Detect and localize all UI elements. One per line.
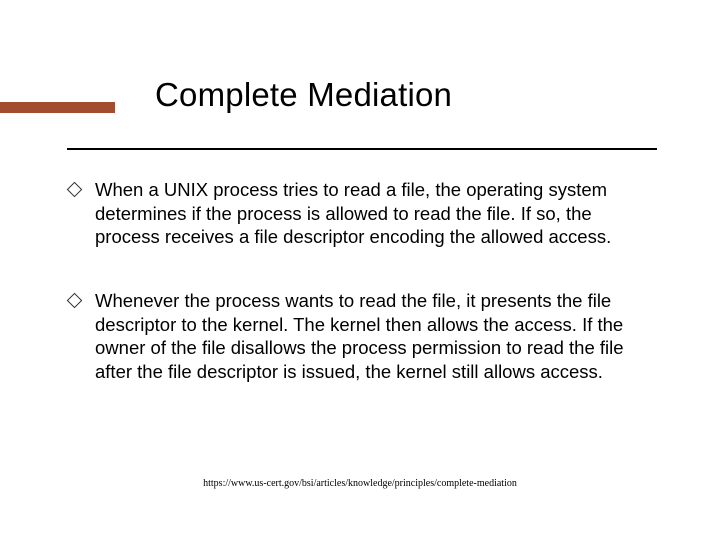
slide: Complete Mediation When a UNIX process t… [0, 0, 720, 540]
slide-title: Complete Mediation [155, 76, 452, 114]
accent-bar [0, 102, 115, 113]
diamond-icon [67, 293, 83, 309]
horizontal-rule [67, 148, 657, 150]
diamond-icon [67, 182, 83, 198]
bullet-text: Whenever the process wants to read the f… [95, 290, 624, 382]
bullet-list: When a UNIX process tries to read a file… [67, 178, 647, 384]
footnote-url: https://www.us-cert.gov/bsi/articles/kno… [0, 478, 720, 489]
bullet-item: Whenever the process wants to read the f… [67, 289, 647, 384]
bullet-item: When a UNIX process tries to read a file… [67, 178, 647, 249]
bullet-text: When a UNIX process tries to read a file… [95, 179, 611, 247]
